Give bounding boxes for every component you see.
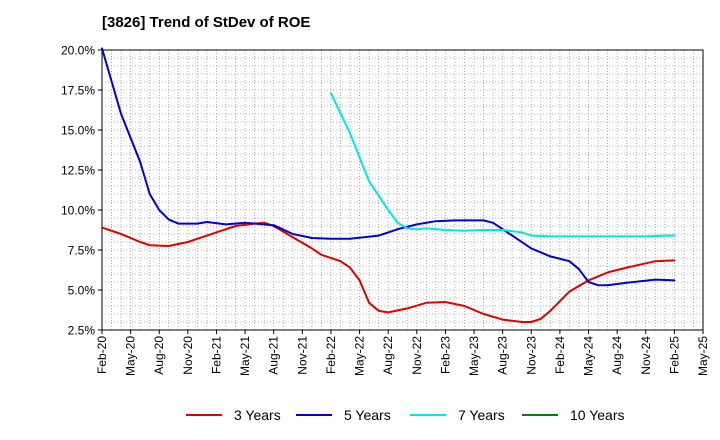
legend-item-5-years: 5 Years (296, 404, 391, 426)
x-tick-label: Feb-23 (438, 336, 452, 374)
x-tick-label: May-25 (696, 336, 710, 376)
x-tick-label: Feb-22 (324, 336, 338, 374)
chart-legend: 3 Years 5 Years 7 Years 10 Years (0, 404, 720, 426)
y-tick-label: 7.5% (68, 244, 96, 258)
x-tick-label: Aug-21 (267, 336, 281, 375)
legend-item-3-years: 3 Years (186, 404, 281, 426)
legend-swatch-10-years (522, 414, 558, 416)
legend-swatch-5-years (296, 414, 332, 416)
x-tick-label: Feb-24 (553, 336, 567, 374)
y-tick-label: 2.5% (68, 324, 96, 338)
x-tick-label: May-23 (467, 336, 481, 376)
legend-label-10-years: 10 Years (570, 407, 625, 423)
x-tick-label: Aug-24 (610, 336, 624, 375)
y-tick-label: 15.0% (61, 124, 95, 138)
series-line-3-years (101, 221, 676, 323)
y-tick-label: 10.0% (61, 204, 95, 218)
x-tick-label: May-22 (353, 336, 367, 376)
y-tick-label: 5.0% (68, 284, 96, 298)
series-line-5-years (101, 47, 676, 287)
x-tick-label: May-21 (238, 336, 252, 376)
x-tick-label: Nov-20 (181, 336, 195, 375)
plot-frame (101, 49, 704, 331)
x-tick-label: Nov-23 (524, 336, 538, 375)
legend-swatch-7-years (410, 414, 446, 416)
x-tick-label: Feb-21 (209, 336, 223, 374)
y-tick-label: 17.5% (61, 84, 95, 98)
legend-item-7-years: 7 Years (410, 404, 505, 426)
chart-title: [3826] Trend of StDev of ROE (102, 14, 311, 31)
legend-label-5-years: 5 Years (344, 407, 391, 423)
legend-label-7-years: 7 Years (458, 407, 505, 423)
x-tick-label: Feb-25 (667, 336, 681, 374)
legend-label-3-years: 3 Years (234, 407, 281, 423)
x-tick-label: Nov-22 (410, 336, 424, 375)
x-tick-label: May-24 (582, 336, 596, 376)
x-tick-label: Aug-23 (496, 336, 510, 375)
y-tick-label: 20.0% (61, 44, 95, 58)
series-line-7-years (330, 92, 676, 238)
legend-item-10-years: 10 Years (522, 404, 625, 426)
x-tick-label: Nov-24 (639, 336, 653, 375)
x-tick-label: May-20 (124, 336, 138, 376)
x-tick-label: Aug-22 (381, 336, 395, 375)
x-tick-label: Feb-20 (95, 336, 109, 374)
y-tick-label: 12.5% (61, 164, 95, 178)
x-tick-label: Nov-21 (295, 336, 309, 375)
legend-swatch-3-years (186, 414, 222, 416)
x-tick-label: Aug-20 (152, 336, 166, 375)
